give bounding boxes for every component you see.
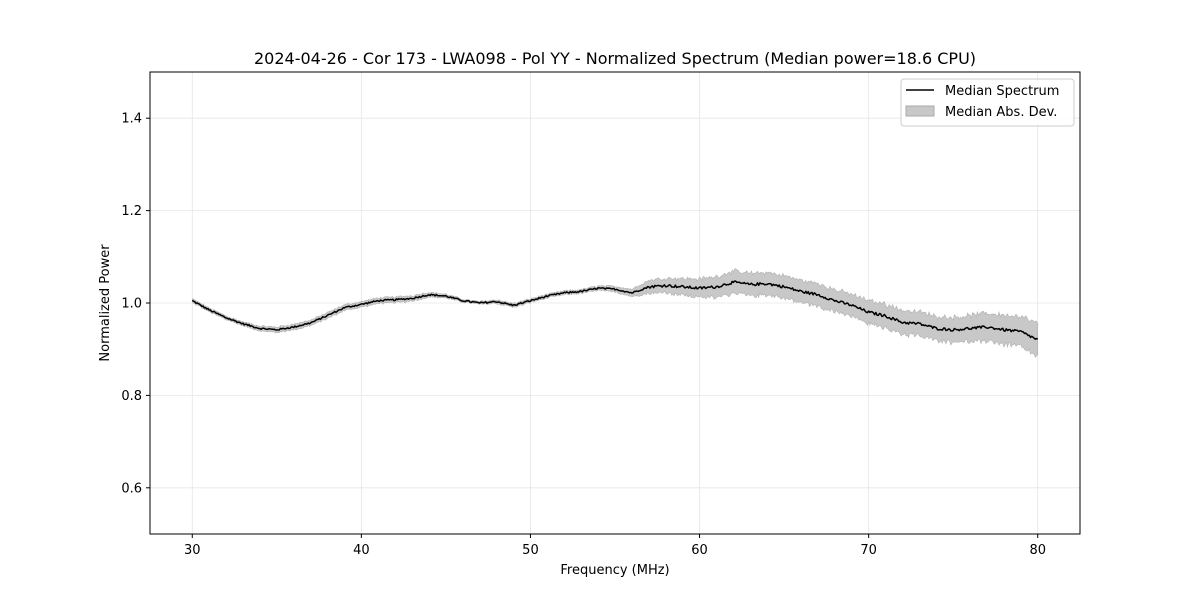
- y-tick-label: 0.8: [121, 389, 142, 404]
- legend-box: [900, 78, 1075, 127]
- y-tick-label: 1.2: [121, 204, 142, 219]
- legend-label-mad: Median Abs. Dev.: [945, 105, 1057, 120]
- x-axis-ticks: 30 40 50 60 70 80: [184, 534, 1046, 558]
- median-spectrum-line: [191, 280, 1039, 340]
- y-tick-label: 0.6: [121, 481, 142, 496]
- x-tick-label: 80: [1029, 543, 1046, 558]
- x-axis-label: Frequency (MHz): [560, 563, 669, 578]
- mad-band-layer: [191, 268, 1039, 358]
- x-tick-label: 30: [184, 543, 201, 558]
- median-line-layer: [191, 280, 1039, 340]
- x-tick-label: 50: [522, 543, 539, 558]
- mad-band: [191, 268, 1039, 358]
- x-tick-label: 70: [860, 543, 877, 558]
- y-tick-label: 1.0: [121, 297, 142, 312]
- legend-swatch-mad-band: [905, 105, 935, 117]
- legend: Median Spectrum Median Abs. Dev.: [900, 78, 1075, 127]
- x-tick-label: 60: [691, 543, 708, 558]
- x-tick-label: 40: [353, 543, 370, 558]
- legend-label-median: Median Spectrum: [945, 84, 1059, 99]
- y-tick-label: 1.4: [121, 112, 142, 127]
- y-axis-ticks: 0.6 0.8 1.0 1.2 1.4: [121, 112, 150, 496]
- y-axis-label: Normalized Power: [98, 244, 113, 362]
- chart-title: 2024-04-26 - Cor 173 - LWA098 - Pol YY -…: [254, 49, 976, 68]
